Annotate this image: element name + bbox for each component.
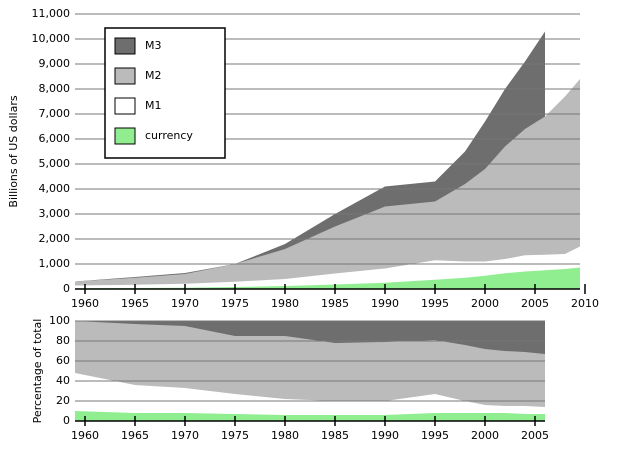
area — [75, 79, 580, 289]
legend-label: M3 — [145, 39, 162, 52]
y-tick-label: 80 — [56, 334, 70, 347]
y-tick-label: 8,000 — [39, 82, 71, 95]
y-tick-label: 1,000 — [39, 257, 71, 270]
x-tick-label: 1975 — [221, 429, 249, 442]
area — [75, 246, 580, 289]
area — [75, 411, 545, 421]
y-axis-label: Billions of US dollars — [7, 95, 20, 207]
legend-label: M2 — [145, 69, 162, 82]
y-tick-label: 20 — [56, 394, 70, 407]
x-tick-label: 1990 — [371, 429, 399, 442]
x-tick-label: 1960 — [71, 297, 99, 310]
y-axis-label: Percentage of total — [31, 319, 44, 424]
x-tick-label: 2010 — [571, 297, 599, 310]
legend-swatch — [114, 67, 136, 85]
x-tick-label: 2000 — [471, 297, 499, 310]
legend-swatch — [114, 37, 136, 55]
legend-label: currency — [145, 129, 193, 142]
area — [75, 267, 580, 289]
area — [75, 373, 545, 421]
x-tick-label: 1985 — [321, 297, 349, 310]
x-tick-label: 1960 — [71, 429, 99, 442]
x-tick-label: 1995 — [421, 297, 449, 310]
x-tick-label: 1965 — [121, 297, 149, 310]
y-tick-label: 0 — [63, 282, 70, 295]
x-tick-label: 1985 — [321, 429, 349, 442]
x-tick-label: 1970 — [171, 429, 199, 442]
y-tick-label: 6,000 — [39, 132, 71, 145]
x-tick-label: 2000 — [471, 429, 499, 442]
legend-swatch — [114, 127, 136, 145]
x-tick-label: 1980 — [271, 297, 299, 310]
y-tick-label: 100 — [49, 314, 70, 327]
y-tick-label: 11,000 — [32, 7, 71, 20]
legend-label: M1 — [145, 99, 162, 112]
y-tick-label: 4,000 — [39, 182, 71, 195]
y-tick-label: 0 — [63, 414, 70, 427]
x-tick-label: 1980 — [271, 429, 299, 442]
x-tick-label: 1990 — [371, 297, 399, 310]
y-tick-label: 9,000 — [39, 57, 71, 70]
x-tick-label: 1970 — [171, 297, 199, 310]
x-tick-label: 1995 — [421, 429, 449, 442]
x-tick-label: 1965 — [121, 429, 149, 442]
x-tick-label: 1975 — [221, 297, 249, 310]
x-tick-label: 2005 — [521, 297, 549, 310]
y-tick-label: 40 — [56, 374, 70, 387]
y-tick-label: 10,000 — [32, 32, 71, 45]
y-tick-label: 2,000 — [39, 232, 71, 245]
legend-swatch — [114, 97, 136, 115]
y-tick-label: 7,000 — [39, 107, 71, 120]
x-tick-label: 2005 — [521, 429, 549, 442]
y-tick-label: 5,000 — [39, 157, 71, 170]
y-tick-label: 60 — [56, 354, 70, 367]
y-tick-label: 3,000 — [39, 207, 71, 220]
